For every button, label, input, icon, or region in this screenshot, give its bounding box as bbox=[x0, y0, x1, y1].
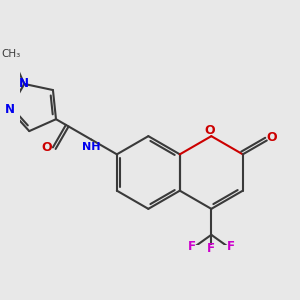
Text: NH: NH bbox=[82, 142, 100, 152]
Text: O: O bbox=[267, 131, 278, 144]
Text: F: F bbox=[227, 240, 235, 253]
Text: O: O bbox=[204, 124, 215, 137]
Text: F: F bbox=[188, 240, 195, 253]
Text: O: O bbox=[41, 141, 52, 154]
Text: F: F bbox=[207, 242, 215, 255]
Text: CH₃: CH₃ bbox=[1, 49, 20, 59]
Text: N: N bbox=[4, 103, 15, 116]
Text: N: N bbox=[19, 77, 29, 91]
